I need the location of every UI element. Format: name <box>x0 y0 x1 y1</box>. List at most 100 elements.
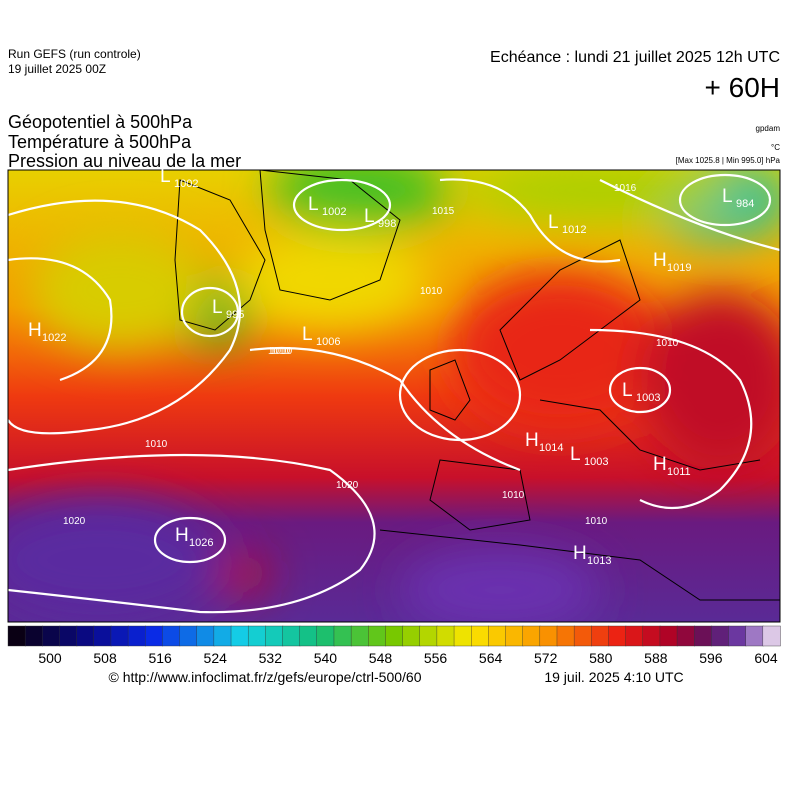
contour-label: 1010 <box>656 338 679 349</box>
pressure-value: 995 <box>226 309 244 321</box>
colorbar-tick-label: 588 <box>644 650 668 666</box>
pressure-kind: L <box>302 324 313 345</box>
colorbar-cell <box>247 625 267 647</box>
pressure-kind: L <box>308 194 319 215</box>
colorbar-cell <box>110 625 129 647</box>
colorbar-cell <box>350 625 369 647</box>
colorbar-cell <box>608 625 627 647</box>
pressure-value: 1003 <box>636 392 660 404</box>
colorbar-tick-label: 572 <box>534 650 558 666</box>
colorbar-cell <box>505 625 524 647</box>
colorbar-tick-label: 564 <box>479 650 503 666</box>
colorbar-cell <box>539 625 558 647</box>
contour-label: 1010 <box>502 490 525 501</box>
pressure-kind: H <box>653 454 667 475</box>
colorbar-cell <box>694 625 713 647</box>
colorbar-cell <box>453 625 472 647</box>
map <box>8 170 780 622</box>
pressure-kind: H <box>653 250 667 271</box>
colorbar-cell <box>745 625 764 647</box>
colorbar-cell <box>24 625 44 647</box>
pressure-value: 1013 <box>587 555 611 567</box>
colorbar-cell <box>196 625 215 647</box>
pressure-kind: L <box>548 212 559 233</box>
field-title: Géopotentiel à 500hPa <box>8 112 193 132</box>
pressure-value: 1019 <box>667 262 691 274</box>
temperature-field <box>8 170 780 622</box>
colorbar-tick-label: 500 <box>38 650 62 666</box>
colorbar-cell <box>368 625 387 647</box>
pressure-value: 998 <box>378 218 396 230</box>
pressure-value: 1022 <box>42 332 66 344</box>
colorbar-cell <box>419 625 438 647</box>
colorbar-cell <box>316 625 335 647</box>
colorbar-tick-label: 604 <box>754 650 778 666</box>
colorbar-cell <box>76 625 95 647</box>
colorbar-cell <box>402 625 421 647</box>
colorbar-cell <box>230 625 249 647</box>
field-title: Température à 500hPa <box>8 132 192 152</box>
colorbar-cell <box>179 625 198 647</box>
colorbar-tick-label: 548 <box>369 650 393 666</box>
colorbar-cell <box>711 625 730 647</box>
colorbar-cell <box>728 625 747 647</box>
pressure-value: 1002 <box>322 206 346 218</box>
colorbar-tick-label: 508 <box>93 650 117 666</box>
contour-label: 1010 <box>268 346 291 357</box>
colorbar-cell <box>625 625 644 647</box>
contour-label: 1010 <box>585 516 608 527</box>
pressure-value: 1003 <box>584 456 608 468</box>
pressure-value: 984 <box>736 198 754 210</box>
colorbar-cell <box>762 625 781 647</box>
colorbar-cell <box>162 625 181 647</box>
pressure-value: 1014 <box>539 442 563 454</box>
source: © http://www.infoclimat.fr/z/gefs/europe… <box>108 669 421 685</box>
colorbar: 500 508 516 524 532 540 548 556 564 572 580 588 596 6… <box>7 625 781 666</box>
colorbar-cell <box>299 625 318 647</box>
pressure-value: 1012 <box>562 224 586 236</box>
colorbar-cell <box>282 625 301 647</box>
colorbar-cell <box>265 625 284 647</box>
run-label: Run GEFS (run controle) <box>8 47 141 61</box>
colorbar-cell <box>676 625 695 647</box>
pressure-value: 1026 <box>189 537 213 549</box>
pressure-kind: H <box>525 430 539 451</box>
colorbar-tick-label: 596 <box>699 650 723 666</box>
field-title: Pression au niveau de la mer <box>8 151 241 171</box>
colorbar-cell <box>93 625 112 647</box>
colorbar-tick-label: 556 <box>424 650 448 666</box>
pressure-value: 1011 <box>667 466 691 478</box>
run-date: 19 juillet 2025 00Z <box>8 62 106 76</box>
colorbar-cell <box>642 625 661 647</box>
colorbar-tick-label: 532 <box>259 650 283 666</box>
colorbar-cell <box>522 625 541 647</box>
colorbar-tick-label: 516 <box>148 650 172 666</box>
coastlines <box>174 170 780 601</box>
pressure-kind: L <box>364 206 375 227</box>
colorbar-tick-label: 524 <box>204 650 228 666</box>
contour-label: 1015 <box>432 206 455 217</box>
valid-time: Echéance : lundi 21 juillet 2025 12h UTC <box>490 49 780 66</box>
pressure-kind: L <box>622 380 633 401</box>
contour-label: 1010 <box>270 346 293 357</box>
colorbar-cell <box>42 625 61 647</box>
map-frame <box>7 169 781 623</box>
colorbar-cell <box>471 625 490 647</box>
colorbar-cell <box>659 625 678 647</box>
colorbar-cell <box>556 625 575 647</box>
colorbar-cell <box>333 625 352 647</box>
colorbar-cell <box>7 625 26 647</box>
colorbar-cell <box>145 625 164 647</box>
colorbar-cell <box>488 625 507 647</box>
colorbar-cell <box>436 625 455 647</box>
generated-time: 19 juil. 2025 4:10 UTC <box>544 669 683 685</box>
colorbar-tick-label: 540 <box>314 650 338 666</box>
pressure-kind: L <box>570 444 581 465</box>
colorbar-cell <box>591 625 610 647</box>
colorbar-tick-label: 580 <box>589 650 613 666</box>
pressure-value: 1002 <box>174 178 198 190</box>
pressure-range: [Max 1025.8 | Min 995.0] hPa <box>676 156 781 165</box>
contour-label: 1020 <box>63 516 86 527</box>
pressure-kind: L <box>212 297 223 318</box>
